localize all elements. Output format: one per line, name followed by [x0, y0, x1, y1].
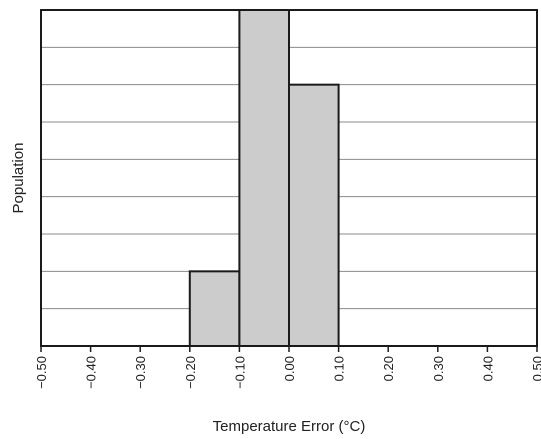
histogram-bars	[188, 9, 340, 348]
x-axis-ticks: −0.50 −0.40 −0.30 −0.20 −0.10 0.00 0.10 0.20 0.3…	[34, 346, 541, 389]
histogram-bar	[238, 9, 290, 347]
x-tick-label: 0.10	[332, 356, 347, 381]
y-axis-title: Population	[10, 143, 27, 214]
x-tick-label: 0.30	[431, 356, 446, 381]
x-tick-label: 0.40	[480, 356, 495, 381]
x-tick-label: −0.50	[34, 356, 49, 389]
x-tick-label: 0.00	[282, 356, 297, 381]
x-tick-label: −0.10	[232, 356, 247, 389]
x-tick-label: −0.30	[133, 356, 148, 389]
x-axis-title: Temperature Error (°C)	[213, 418, 366, 435]
x-tick-label: −0.20	[183, 356, 198, 389]
x-tick-label: 0.20	[381, 356, 396, 381]
x-tick-label: 0.50	[530, 356, 541, 381]
x-tick-label: −0.40	[84, 356, 99, 389]
histogram-bar	[188, 270, 241, 348]
histogram-bar	[288, 83, 340, 348]
